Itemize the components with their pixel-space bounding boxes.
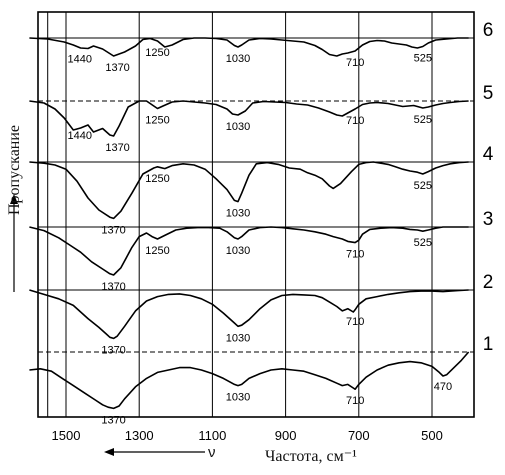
series-label-1: 1 — [483, 334, 494, 355]
horizontal-baselines — [38, 37, 474, 353]
series-label-4: 4 — [483, 144, 494, 165]
spectrum-curve-1 — [29, 351, 470, 410]
peak-label: 1030 — [226, 53, 250, 65]
peak-label: 525 — [414, 53, 432, 65]
peak-label: 1250 — [145, 47, 169, 59]
x-tick-label: 1300 — [125, 428, 154, 443]
peak-label: 1440 — [67, 130, 91, 142]
nu-symbol: ν — [208, 444, 216, 461]
x-direction-label: ν — [112, 444, 216, 461]
x-tick-label: 700 — [348, 428, 370, 443]
peak-label: 525 — [414, 114, 432, 126]
spectra-curves — [29, 37, 470, 410]
y-axis-title-box: Пропускание — [2, 40, 28, 300]
x-tick-labels: 1500 1300 1100 900 700 500 — [52, 428, 443, 443]
y-axis-title: Пропускание — [6, 124, 23, 216]
peak-label: 1250 — [145, 115, 169, 127]
peak-label: 1250 — [145, 245, 169, 257]
x-axis-title: Частота, см⁻¹ — [265, 448, 357, 465]
arrow-nu-icon — [104, 448, 205, 456]
spectrum-curve-5 — [29, 100, 469, 137]
spectrum-curve-4 — [29, 161, 469, 220]
peak-label: 470 — [434, 381, 452, 393]
peak-label: 1030 — [226, 245, 250, 257]
peak-label: 710 — [346, 316, 364, 328]
peak-label: 1370 — [101, 281, 125, 293]
series-number-labels: 6 5 4 3 2 1 — [483, 20, 494, 355]
peak-label: 1370 — [101, 344, 125, 356]
peak-label: 1440 — [67, 54, 91, 66]
peak-label: 1030 — [226, 392, 250, 404]
peak-label: 525 — [414, 180, 432, 192]
peak-label: 710 — [346, 115, 364, 127]
peak-label: 1370 — [105, 142, 129, 154]
vertical-gridlines — [47, 12, 433, 417]
spectrum-curve-3 — [29, 226, 469, 276]
spectrum-curve-6 — [29, 37, 469, 57]
peak-label: 1030 — [226, 208, 250, 220]
x-tick-label: 500 — [421, 428, 443, 443]
peak-label: 710 — [346, 249, 364, 261]
peak-label: 1030 — [226, 332, 250, 344]
peak-label: 1030 — [226, 121, 250, 133]
peak-label: 1370 — [101, 224, 125, 236]
x-tick-label: 1500 — [52, 428, 81, 443]
peak-label: 710 — [346, 57, 364, 69]
plot-frame — [37, 11, 475, 418]
x-tick-label: 900 — [275, 428, 297, 443]
series-label-2: 2 — [483, 272, 494, 293]
arrow-transmittance-icon — [10, 194, 18, 292]
peak-label: 1370 — [101, 414, 125, 426]
peak-label: 1250 — [145, 173, 169, 185]
peak-label: 525 — [414, 237, 432, 249]
series-label-5: 5 — [483, 83, 494, 104]
peak-labels: 1440 1370 1250 1030 710 525 1440 1370 1250 1030 71… — [67, 47, 452, 426]
spectrum-curve-2 — [29, 289, 469, 340]
peak-label: 1370 — [105, 62, 129, 74]
peak-label: 710 — [346, 395, 364, 407]
series-label-3: 3 — [483, 209, 494, 230]
series-label-6: 6 — [483, 20, 494, 41]
x-tick-label: 1100 — [198, 428, 226, 443]
